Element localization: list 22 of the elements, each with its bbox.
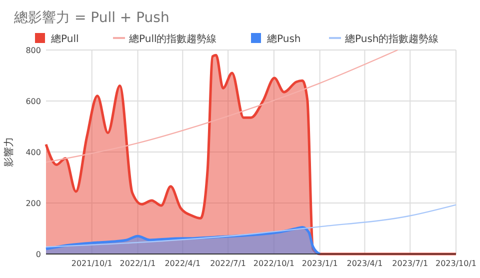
legend-label: 總Pull — [50, 33, 79, 45]
x-tick-label: 2023/10/1 — [435, 259, 477, 268]
x-tick-label: 2022/7/1 — [210, 259, 246, 268]
y-tick-label: 0 — [36, 250, 41, 259]
line-series — [45, 204, 457, 248]
x-tick-label: 2023/4/1 — [346, 259, 383, 268]
line-series — [45, 49, 398, 163]
x-tick-label: 2022/1/1 — [120, 259, 156, 268]
x-tick-label: 2021/10/1 — [71, 259, 112, 268]
y-tick-label: 600 — [26, 97, 41, 106]
y-tick-label: 800 — [26, 46, 41, 55]
legend-label: 總Push的指數趨勢線 — [344, 33, 439, 45]
x-tick-label: 2022/4/1 — [164, 259, 201, 268]
y-axis-title: 影響力 — [3, 137, 15, 167]
x-tick-label: 2023/1/1 — [302, 259, 338, 268]
legend-label: 總Push — [266, 33, 301, 45]
y-tick-label: 400 — [26, 148, 41, 157]
x-tick-label: 2023/7/1 — [392, 259, 428, 268]
chart-title: 總影響力 = Pull + Push — [13, 10, 170, 26]
x-tick-label: 2022/10/1 — [253, 259, 294, 268]
y-tick-label: 200 — [26, 199, 41, 208]
legend-label: 總Pull的指數趨勢線 — [128, 33, 217, 45]
